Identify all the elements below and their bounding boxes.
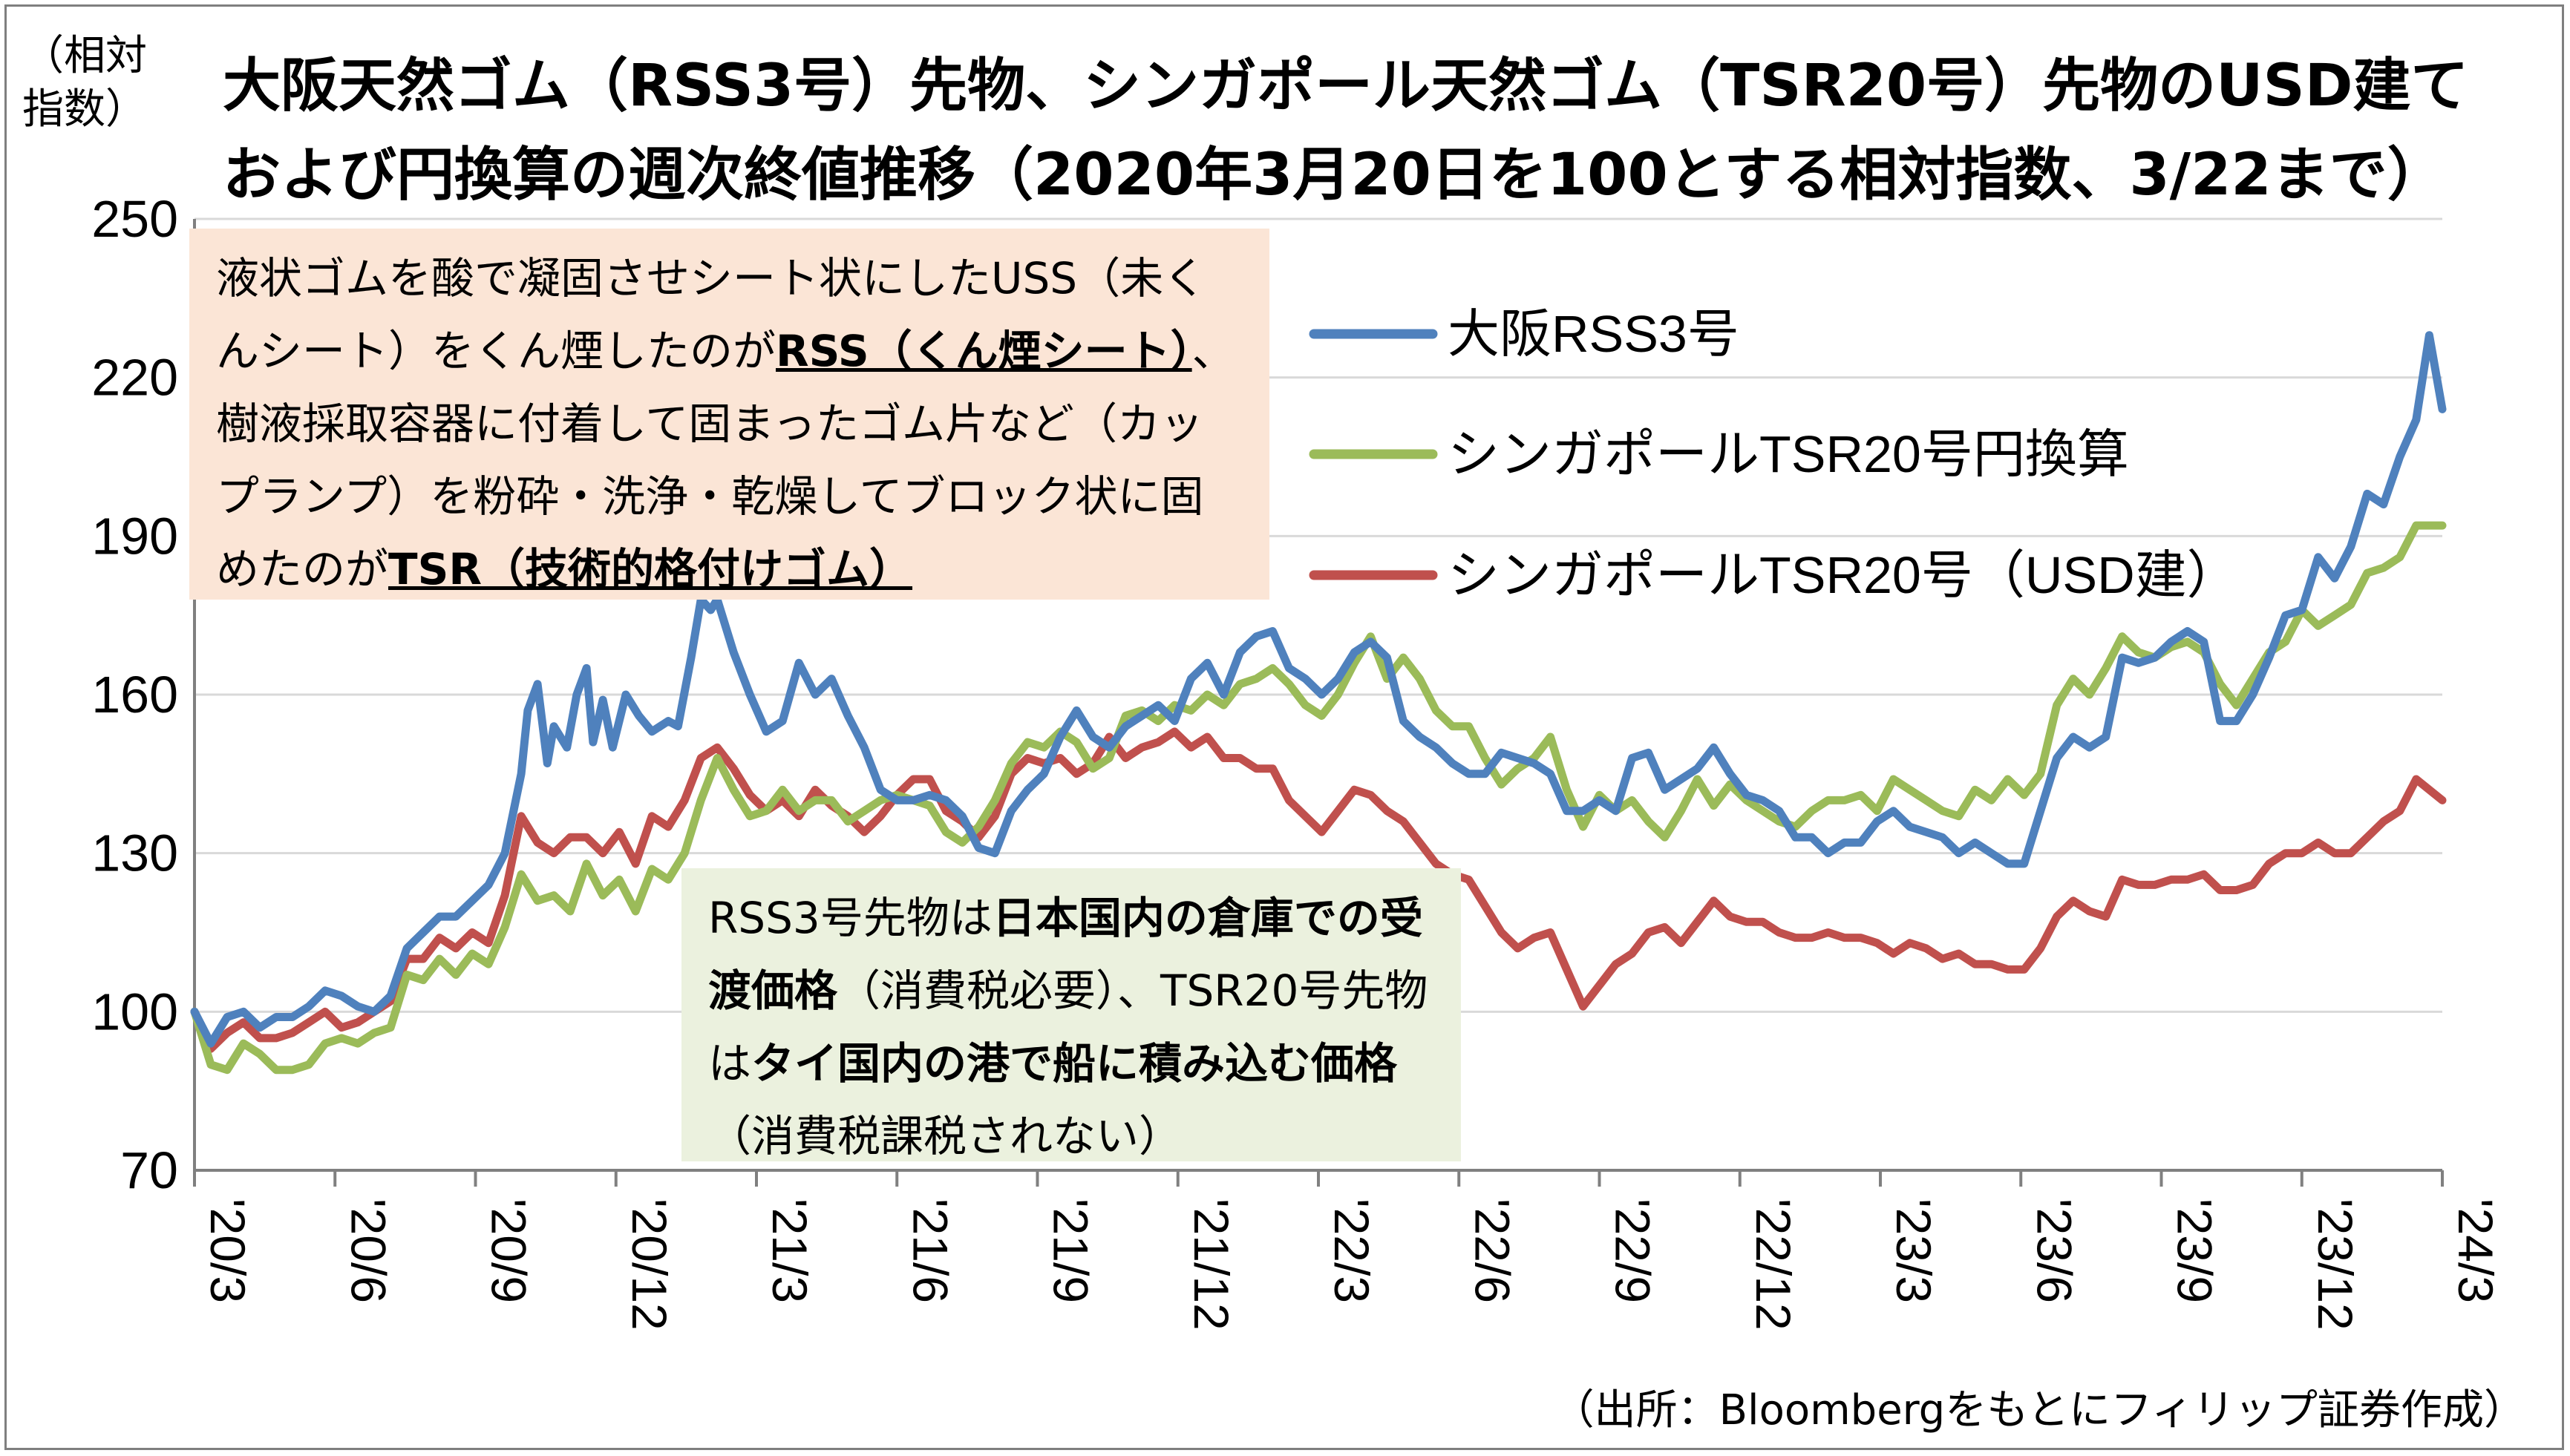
note-box-rss-tsr: 液状ゴムを酸で凝固させシート状にしたUSS（未くんシート）をくん煙したのがRSS… xyxy=(189,229,1269,600)
y-axis-label: （相対 指数） xyxy=(22,30,147,137)
x-tick-label: '21/3 xyxy=(762,1198,817,1303)
note1-bold-tsr: TSR（技術的格付けゴム） xyxy=(388,544,913,594)
series-line xyxy=(190,331,2447,1048)
y-tick-label: 70 xyxy=(120,1141,178,1199)
source-note: （出所：Bloombergをもとにフィリップ証券作成） xyxy=(1552,1386,2525,1434)
y-tick-label: 190 xyxy=(91,507,178,565)
series-line xyxy=(190,727,2447,1053)
x-tick-label: '20/9 xyxy=(482,1198,537,1303)
y-tick-label: 220 xyxy=(91,349,178,407)
note1-text-2: 、樹液採取容器に付着して固まったゴム片など（カップランプ）を粉砕・洗浄・乾燥して… xyxy=(216,326,1235,594)
x-tick-label: '20/6 xyxy=(341,1198,396,1303)
x-tick-label: '23/12 xyxy=(2308,1198,2363,1331)
legend-label: 大阪RSS3号 xyxy=(1448,305,1739,363)
x-tick-label: '22/9 xyxy=(1606,1198,1661,1303)
x-tick-label: '22/6 xyxy=(1465,1198,1520,1303)
y-tick-label: 160 xyxy=(91,666,178,724)
series-line xyxy=(190,521,2447,1075)
y-tick-label: 100 xyxy=(91,983,178,1040)
x-tick-label: '24/3 xyxy=(2448,1198,2503,1303)
chart-title-line-2: および円換算の週次終値推移（2020年3月20日を100とする相対指数、3/22… xyxy=(223,142,2445,209)
note1-bold-rss: RSS（くん煙シート） xyxy=(776,326,1192,376)
y-tick-label: 250 xyxy=(91,190,178,248)
x-tick-label: '21/9 xyxy=(1044,1198,1099,1303)
note2-text-3: （消費税課税されない） xyxy=(708,1111,1183,1161)
note1-text-1: 液状ゴムを酸で凝固させシート状にしたUSS（未くんシート）をくん煙したのが xyxy=(216,253,1207,376)
chart-frame xyxy=(4,4,2564,1450)
legend-label: シンガポールTSR20号（USD建） xyxy=(1448,546,2239,604)
chart-title-line-1: 大阪天然ゴム（RSS3号）先物、シンガポール天然ゴム（TSR20号）先物のUSD… xyxy=(223,53,2469,119)
x-tick-label: '21/6 xyxy=(903,1198,958,1303)
x-tick-label: '22/12 xyxy=(1746,1198,1801,1331)
y-tick-label: 130 xyxy=(91,824,178,882)
x-tick-label: '23/6 xyxy=(2027,1198,2082,1303)
y-axis-label-line-1: （相対 xyxy=(22,32,147,80)
x-tick-label: '21/12 xyxy=(1184,1198,1239,1331)
x-tick-label: '20/3 xyxy=(200,1198,255,1303)
note2-bold-2: タイ国内の港で船に積み込む価格 xyxy=(751,1038,1398,1089)
x-tick-label: '22/3 xyxy=(1324,1198,1379,1303)
chart-title: 大阪天然ゴム（RSS3号）先物、シンガポール天然ゴム（TSR20号）先物のUSD… xyxy=(223,42,2468,220)
note-box-delivery: RSS3号先物は日本国内の倉庫での受渡価格（消費税必要）、TSR20号先物はタイ… xyxy=(681,868,1461,1161)
note2-text-1: RSS3号先物は xyxy=(708,893,993,943)
y-axis-label-line-2: 指数） xyxy=(22,85,147,134)
note2-bold-1: 日本国内の倉庫での受渡価格 xyxy=(708,893,1423,1016)
note2-text-2: （消費税必要）、TSR20号先物は xyxy=(708,965,1428,1089)
legend-label: シンガポールTSR20号円換算 xyxy=(1448,425,2129,483)
x-tick-label: '20/12 xyxy=(622,1198,677,1331)
x-tick-label: '23/3 xyxy=(1886,1198,1941,1303)
x-tick-label: '23/9 xyxy=(2168,1198,2223,1303)
